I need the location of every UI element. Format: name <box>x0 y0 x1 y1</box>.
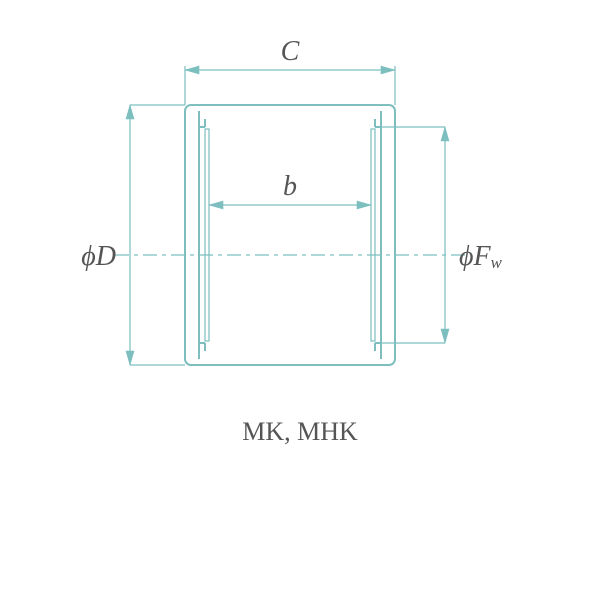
svg-text:C: C <box>281 36 300 67</box>
svg-text:MK, MHK: MK, MHK <box>242 417 358 446</box>
svg-text:ϕD: ϕD <box>81 241 116 272</box>
svg-text:b: b <box>283 171 297 202</box>
